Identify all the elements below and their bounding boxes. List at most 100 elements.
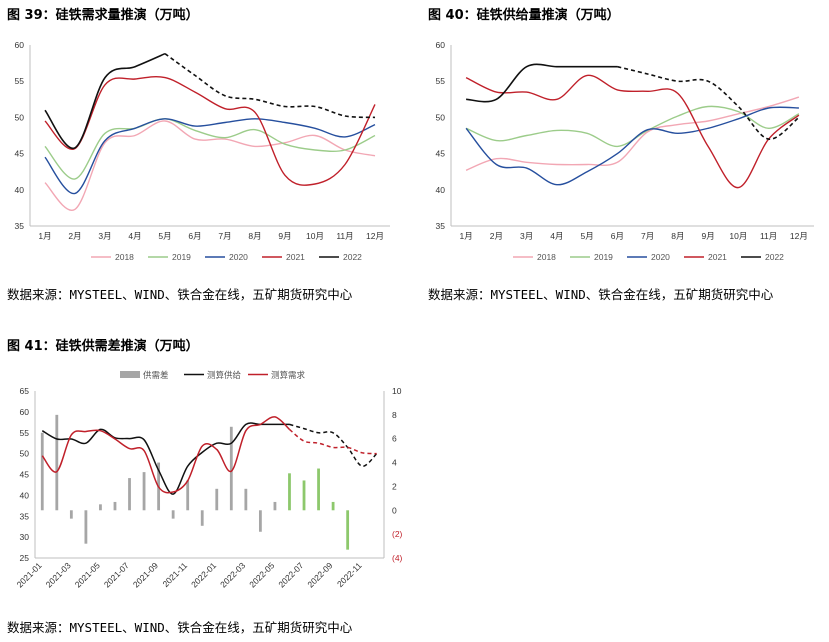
x-tick-label: 2021-01 <box>15 560 44 589</box>
left-y-tick-label: 35 <box>20 511 30 521</box>
x-tick-label: 5月 <box>581 231 594 241</box>
y-tick-label: 55 <box>436 76 446 86</box>
x-tick-label: 12月 <box>790 231 808 241</box>
series-line-2022-forecast <box>164 53 376 119</box>
gap-bar-2021-10 <box>171 510 175 519</box>
demand-chart: 35 40 45 50 55 60 1月 2月 3月 4月 5月 6月 7月 8月 9月 10月 11月 12月 2… <box>15 40 390 262</box>
series-line-2018 <box>44 120 376 211</box>
y-tick-label: 40 <box>15 185 25 195</box>
right-y-tick-label: 4 <box>392 458 397 468</box>
x-tick-label: 2022-09 <box>305 560 334 589</box>
legend-label: 供需差 <box>143 370 169 380</box>
figure-41-source: 数据来源：MYSTEEL、WIND、铁合金在线，五矿期货研究中心 <box>7 620 353 635</box>
series-line-2020 <box>44 118 376 195</box>
left-y-tick-label: 45 <box>20 470 30 480</box>
x-tick-label: 5月 <box>158 231 171 241</box>
left-y-tick-label: 25 <box>20 553 30 563</box>
gap-bar-2022-10 <box>346 510 350 550</box>
x-tick-label: 10月 <box>729 231 747 241</box>
x-tick-label: 12月 <box>366 231 384 241</box>
left-y-tick-label: 30 <box>20 532 30 542</box>
y-tick-label: 35 <box>436 221 446 231</box>
gap-bar-2021-04 <box>84 510 88 544</box>
right-y-tick-label: 2 <box>392 481 397 491</box>
x-tick-label: 8月 <box>671 231 684 241</box>
left-y-tick-label: 50 <box>20 449 30 459</box>
legend-label-2020: 2020 <box>229 252 248 262</box>
gap-bar-2022-02 <box>229 426 233 511</box>
legend-label-2022: 2022 <box>343 252 362 262</box>
right-y-tick-label: (4) <box>392 553 403 563</box>
right-y-tick-label: 0 <box>392 505 397 515</box>
demand-line-actual <box>41 416 291 494</box>
x-tick-label: 2月 <box>490 231 503 241</box>
x-tick-label: 3月 <box>520 231 533 241</box>
x-tick-label: 9月 <box>702 231 715 241</box>
legend-label-2022: 2022 <box>765 252 784 262</box>
x-tick-label: 1月 <box>38 231 51 241</box>
legend-label-2020: 2020 <box>651 252 670 262</box>
gap-bar-2021-02 <box>55 414 59 511</box>
figure-40-source: 数据来源：MYSTEEL、WIND、铁合金在线，五矿期货研究中心 <box>428 287 774 302</box>
x-tick-label: 2021-05 <box>73 560 102 589</box>
gap-bar-2021-03 <box>69 510 73 519</box>
legend-label-2021: 2021 <box>286 252 305 262</box>
gap-bar-2021-05 <box>99 504 102 511</box>
figure-39-title: 图 39：硅铁需求量推演（万吨） <box>7 8 199 23</box>
supply-line-actual <box>41 422 290 495</box>
series-line-2018 <box>465 96 800 171</box>
series-line-2021 <box>44 76 376 186</box>
left-y-tick-label: 65 <box>20 386 30 396</box>
x-tick-label: 6月 <box>188 231 201 241</box>
x-tick-label: 4月 <box>550 231 563 241</box>
x-tick-label: 2022-03 <box>218 560 247 589</box>
x-tick-label: 2022-01 <box>189 560 218 589</box>
legend-label-2018: 2018 <box>537 252 556 262</box>
supply-line-forecast <box>289 423 378 467</box>
figure-40-title: 图 40：硅铁供给量推演（万吨） <box>428 8 620 23</box>
gap-bar-2022-01 <box>215 488 219 511</box>
gap-bar-2022-03 <box>244 488 248 511</box>
y-tick-label: 60 <box>15 40 25 50</box>
x-tick-label: 8月 <box>248 231 261 241</box>
x-tick-label: 1月 <box>460 231 473 241</box>
series-line-2019 <box>44 118 376 180</box>
y-tick-label: 40 <box>436 185 446 195</box>
gap-bar-2021-11 <box>186 480 190 511</box>
legend-label-2019: 2019 <box>172 252 191 262</box>
x-tick-label: 2022-07 <box>276 560 305 589</box>
legend-label-2018: 2018 <box>115 252 134 262</box>
right-y-tick-label: 6 <box>392 434 397 444</box>
x-tick-label: 2022-11 <box>335 560 364 589</box>
figure-41-title: 图 41：硅铁供需差推演（万吨） <box>7 339 199 354</box>
demand-line-forecast <box>289 428 377 455</box>
gap-bar-2022-09 <box>331 501 335 511</box>
gap-bar-2021-01 <box>40 432 44 511</box>
series-line-2022-forecast <box>617 65 800 140</box>
y-tick-label: 60 <box>436 40 446 50</box>
left-y-tick-label: 40 <box>20 490 30 500</box>
legend-label: 测算需求 <box>271 370 306 380</box>
left-y-tick-label: 60 <box>20 407 30 417</box>
x-tick-label: 7月 <box>641 231 654 241</box>
series-line-2021 <box>465 74 800 189</box>
gap-bar-2022-05 <box>273 501 277 511</box>
gap-bar-2021-12 <box>200 510 204 526</box>
x-tick-label: 10月 <box>306 231 324 241</box>
x-tick-label: 4月 <box>128 231 141 241</box>
gap-bar-2021-06 <box>113 501 117 511</box>
right-y-tick-label: 10 <box>392 386 402 396</box>
gap-bar-2022-08 <box>317 468 320 511</box>
series-line-2022-actual <box>466 63 618 103</box>
x-tick-label: 11月 <box>336 231 353 241</box>
right-y-tick-label: (2) <box>392 529 403 539</box>
y-tick-label: 35 <box>15 221 25 231</box>
legend-label-2019: 2019 <box>594 252 613 262</box>
right-y-tick-label: 8 <box>392 410 397 420</box>
y-tick-label: 45 <box>15 149 25 159</box>
gap-bar-2021-07 <box>128 478 131 511</box>
x-tick-label: 9月 <box>278 231 291 241</box>
figure-39-source: 数据来源：MYSTEEL、WIND、铁合金在线，五矿期货研究中心 <box>7 287 353 302</box>
legend-label: 测算供给 <box>207 370 242 380</box>
